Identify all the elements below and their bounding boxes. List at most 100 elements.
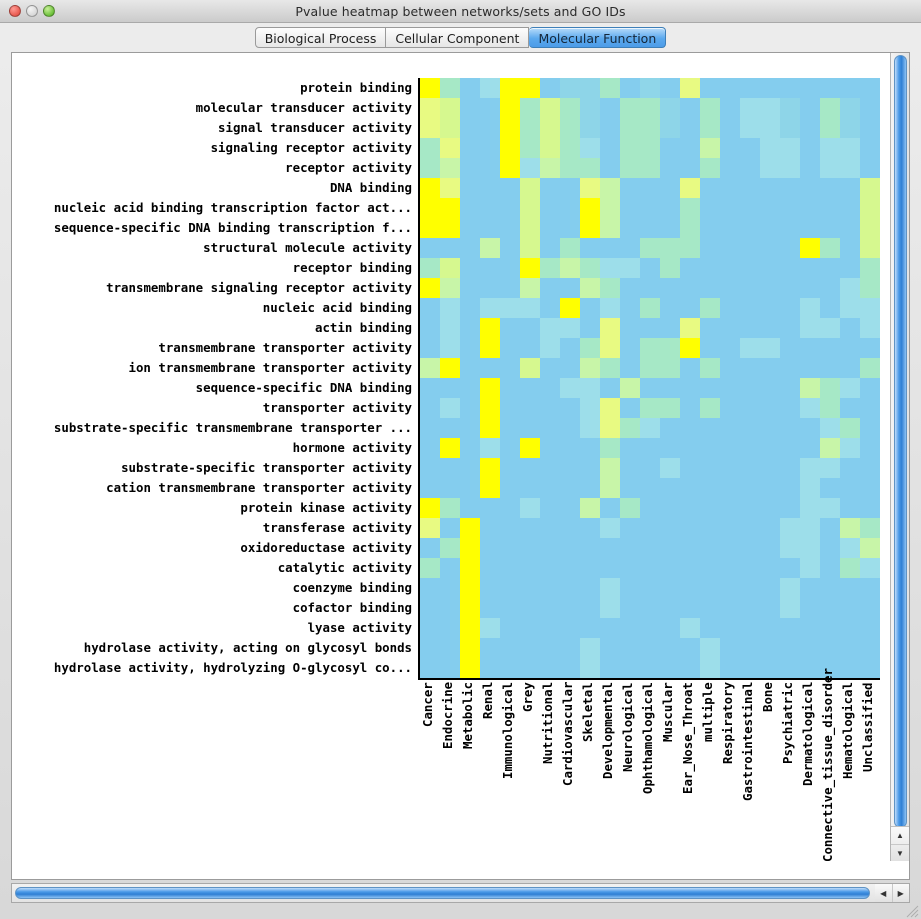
heatmap-cell[interactable]: [740, 278, 760, 298]
horizontal-scrollbar-thumb[interactable]: [15, 887, 870, 899]
heatmap-cell[interactable]: [500, 658, 520, 678]
heatmap-cell[interactable]: [420, 318, 440, 338]
heatmap-cell[interactable]: [480, 178, 500, 198]
heatmap-cell[interactable]: [460, 178, 480, 198]
heatmap-cell[interactable]: [460, 478, 480, 498]
heatmap-cell[interactable]: [440, 118, 460, 138]
heatmap-cell[interactable]: [700, 638, 720, 658]
heatmap-cell[interactable]: [660, 258, 680, 278]
heatmap-cell[interactable]: [720, 178, 740, 198]
heatmap-cell[interactable]: [480, 198, 500, 218]
heatmap-cell[interactable]: [460, 158, 480, 178]
heatmap-cell[interactable]: [640, 338, 660, 358]
heatmap-cell[interactable]: [760, 298, 780, 318]
heatmap-cell[interactable]: [680, 178, 700, 198]
heatmap-cell[interactable]: [560, 658, 580, 678]
heatmap-cell[interactable]: [580, 478, 600, 498]
heatmap-cell[interactable]: [620, 98, 640, 118]
heatmap-cell[interactable]: [680, 518, 700, 538]
heatmap-cell[interactable]: [720, 658, 740, 678]
heatmap-cell[interactable]: [840, 338, 860, 358]
heatmap-cell[interactable]: [480, 238, 500, 258]
heatmap-cell[interactable]: [860, 238, 880, 258]
heatmap-cell[interactable]: [680, 258, 700, 278]
heatmap-cell[interactable]: [840, 578, 860, 598]
heatmap-cell[interactable]: [460, 118, 480, 138]
heatmap-cell[interactable]: [800, 558, 820, 578]
heatmap-cell[interactable]: [520, 598, 540, 618]
heatmap-cell[interactable]: [760, 458, 780, 478]
heatmap-cell[interactable]: [520, 358, 540, 378]
heatmap-cell[interactable]: [840, 278, 860, 298]
heatmap-cell[interactable]: [740, 238, 760, 258]
heatmap-cell[interactable]: [780, 78, 800, 98]
heatmap-cell[interactable]: [460, 598, 480, 618]
heatmap-cell[interactable]: [520, 238, 540, 258]
heatmap-cell[interactable]: [540, 298, 560, 318]
heatmap-cell[interactable]: [760, 258, 780, 278]
heatmap-cell[interactable]: [840, 178, 860, 198]
heatmap-cell[interactable]: [440, 498, 460, 518]
heatmap-cell[interactable]: [420, 258, 440, 278]
heatmap-cell[interactable]: [460, 358, 480, 378]
heatmap-cell[interactable]: [700, 358, 720, 378]
heatmap-cell[interactable]: [520, 398, 540, 418]
heatmap-cell[interactable]: [760, 238, 780, 258]
heatmap-cell[interactable]: [480, 218, 500, 238]
heatmap-cell[interactable]: [700, 378, 720, 398]
minimize-button[interactable]: [26, 5, 38, 17]
heatmap-cell[interactable]: [800, 618, 820, 638]
heatmap-cell[interactable]: [720, 618, 740, 638]
heatmap-cell[interactable]: [780, 218, 800, 238]
heatmap-cell[interactable]: [540, 138, 560, 158]
heatmap-cell[interactable]: [700, 338, 720, 358]
heatmap-cell[interactable]: [740, 178, 760, 198]
heatmap-cell[interactable]: [860, 458, 880, 478]
heatmap-cell[interactable]: [540, 438, 560, 458]
heatmap-cell[interactable]: [600, 178, 620, 198]
heatmap-cell[interactable]: [720, 578, 740, 598]
heatmap-cell[interactable]: [780, 598, 800, 618]
heatmap-cell[interactable]: [600, 598, 620, 618]
heatmap-cell[interactable]: [740, 298, 760, 318]
heatmap-cell[interactable]: [440, 198, 460, 218]
heatmap-cell[interactable]: [620, 138, 640, 158]
heatmap-cell[interactable]: [720, 478, 740, 498]
heatmap-cell[interactable]: [700, 258, 720, 278]
heatmap-cell[interactable]: [840, 518, 860, 538]
heatmap-cell[interactable]: [640, 218, 660, 238]
heatmap-cell[interactable]: [820, 578, 840, 598]
heatmap-cell[interactable]: [680, 338, 700, 358]
heatmap-cell[interactable]: [840, 138, 860, 158]
heatmap-cell[interactable]: [720, 458, 740, 478]
heatmap-cell[interactable]: [540, 98, 560, 118]
heatmap-cell[interactable]: [640, 398, 660, 418]
heatmap-cell[interactable]: [640, 438, 660, 458]
heatmap-cell[interactable]: [620, 578, 640, 598]
heatmap-cell[interactable]: [700, 598, 720, 618]
heatmap-cell[interactable]: [820, 518, 840, 538]
heatmap-cell[interactable]: [580, 158, 600, 178]
heatmap-cell[interactable]: [640, 358, 660, 378]
heatmap-cell[interactable]: [780, 638, 800, 658]
heatmap-cell[interactable]: [760, 178, 780, 198]
heatmap-cell[interactable]: [740, 338, 760, 358]
heatmap-cell[interactable]: [780, 538, 800, 558]
heatmap-cell[interactable]: [640, 638, 660, 658]
heatmap-cell[interactable]: [780, 338, 800, 358]
heatmap-cell[interactable]: [480, 538, 500, 558]
heatmap-cell[interactable]: [420, 278, 440, 298]
heatmap-cell[interactable]: [520, 198, 540, 218]
heatmap-cell[interactable]: [660, 398, 680, 418]
heatmap-cell[interactable]: [560, 78, 580, 98]
heatmap-cell[interactable]: [560, 98, 580, 118]
heatmap-cell[interactable]: [480, 258, 500, 278]
heatmap-cell[interactable]: [600, 198, 620, 218]
heatmap-cell[interactable]: [680, 578, 700, 598]
heatmap-cell[interactable]: [840, 298, 860, 318]
heatmap-cell[interactable]: [520, 158, 540, 178]
heatmap-cell[interactable]: [460, 298, 480, 318]
heatmap-cell[interactable]: [780, 618, 800, 638]
heatmap-cell[interactable]: [820, 298, 840, 318]
heatmap-cell[interactable]: [680, 498, 700, 518]
